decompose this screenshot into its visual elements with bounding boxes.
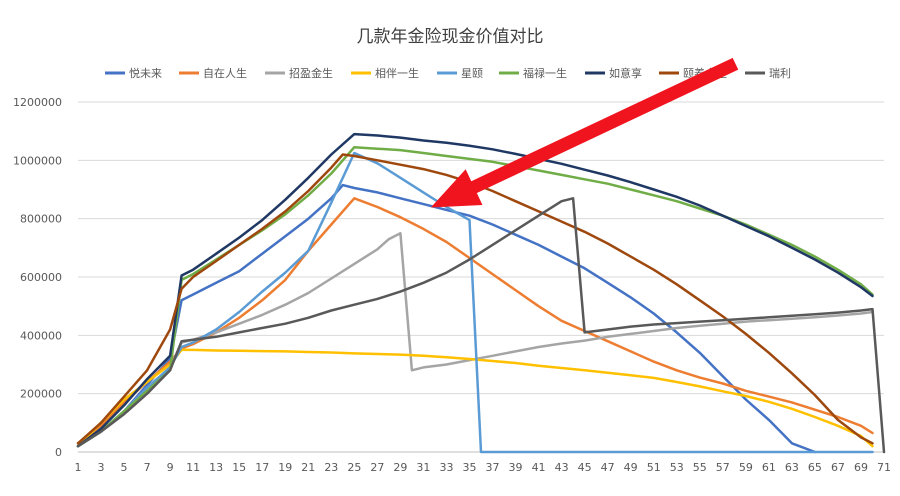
- series-layer: [76, 132, 886, 454]
- x-tick-label: 65: [808, 461, 822, 474]
- legend-item: 招盈金生: [265, 66, 333, 80]
- legend-label: 福禄一生: [523, 66, 567, 80]
- x-tick-label: 15: [232, 461, 246, 474]
- x-tick-label: 23: [324, 461, 338, 474]
- legend-item: 相伴一生: [351, 66, 419, 80]
- series-line: [76, 197, 886, 454]
- x-tick-label: 41: [532, 461, 546, 474]
- y-tick-label: 400000: [20, 329, 62, 342]
- x-tick-label: 43: [555, 461, 569, 474]
- legend-label: 星颐: [461, 67, 483, 80]
- x-tick-label: 59: [739, 461, 753, 474]
- y-tick-label: 1200000: [13, 96, 62, 109]
- legend-item: 福禄一生: [499, 66, 567, 80]
- x-tick-label: 71: [877, 461, 891, 474]
- x-tick-label: 31: [416, 461, 430, 474]
- x-tick-label: 1: [75, 461, 82, 474]
- x-tick-label: 29: [393, 461, 407, 474]
- y-tick-label: 200000: [20, 388, 62, 401]
- chart-title: 几款年金险现金价值对比: [357, 27, 544, 47]
- legend-label: 瑞利: [769, 66, 791, 80]
- y-tick-label: 600000: [20, 271, 62, 284]
- x-tick-label: 53: [670, 461, 684, 474]
- red-arrow-annotation: [430, 57, 739, 208]
- legend-label: 悦未来: [129, 66, 162, 80]
- legend-label: 招盈金生: [289, 66, 333, 80]
- x-tick-label: 3: [98, 461, 105, 474]
- x-tick-label: 9: [167, 461, 174, 474]
- x-tick-label: 11: [186, 461, 200, 474]
- legend-item: 自在人生: [179, 66, 247, 80]
- x-tick-label: 37: [486, 461, 500, 474]
- x-tick-label: 55: [693, 461, 707, 474]
- x-tick-label: 69: [854, 461, 868, 474]
- x-tick-label: 35: [462, 461, 476, 474]
- x-tick-label: 51: [647, 461, 661, 474]
- y-axis: 0 200000 400000 600000 800000 1000000 1200000: [13, 96, 62, 459]
- x-tick-label: 5: [121, 461, 128, 474]
- x-tick-label: 7: [144, 461, 151, 474]
- x-tick-label: 13: [209, 461, 223, 474]
- x-tick-label: 47: [601, 461, 615, 474]
- x-tick-label: 63: [785, 461, 799, 474]
- series-line: [76, 132, 874, 448]
- series-line: [76, 348, 874, 448]
- series-line: [76, 145, 874, 448]
- x-tick-label: 21: [301, 461, 315, 474]
- legend-item: 悦未来: [105, 66, 162, 80]
- legend-item: 星颐: [437, 67, 483, 80]
- x-tick-label: 45: [578, 461, 592, 474]
- series-line: [76, 197, 874, 445]
- legend-item: 瑞利: [745, 66, 791, 80]
- series-line: [76, 183, 817, 454]
- y-tick-label: 1000000: [13, 154, 62, 167]
- legend-label: 相伴一生: [375, 66, 419, 80]
- x-tick-label: 33: [439, 461, 453, 474]
- x-axis: 1 3 5 7 9 11 13 15 17 19 21 23 25 27 29 31 33 35 37 39 41 43 4…: [75, 451, 891, 474]
- x-tick-label: 57: [716, 461, 730, 474]
- x-tick-label: 27: [370, 461, 384, 474]
- chart-gridlines: [78, 101, 884, 395]
- legend-item: 如意享: [585, 66, 642, 80]
- x-tick-label: 49: [624, 461, 638, 474]
- legend-label: 自在人生: [203, 66, 247, 80]
- y-tick-label: 0: [55, 446, 62, 459]
- legend-label: 如意享: [609, 66, 642, 80]
- annotation-layer: [430, 57, 739, 208]
- y-tick-label: 800000: [20, 213, 62, 226]
- x-tick-label: 67: [831, 461, 845, 474]
- x-tick-label: 61: [762, 461, 776, 474]
- x-tick-label: 25: [347, 461, 361, 474]
- chart-legend: 悦未来自在人生招盈金生相伴一生星颐福禄一生如意享颐养金生瑞利: [105, 66, 791, 80]
- x-tick-label: 39: [509, 461, 523, 474]
- x-tick-label: 17: [255, 461, 269, 474]
- x-tick-label: 19: [278, 461, 292, 474]
